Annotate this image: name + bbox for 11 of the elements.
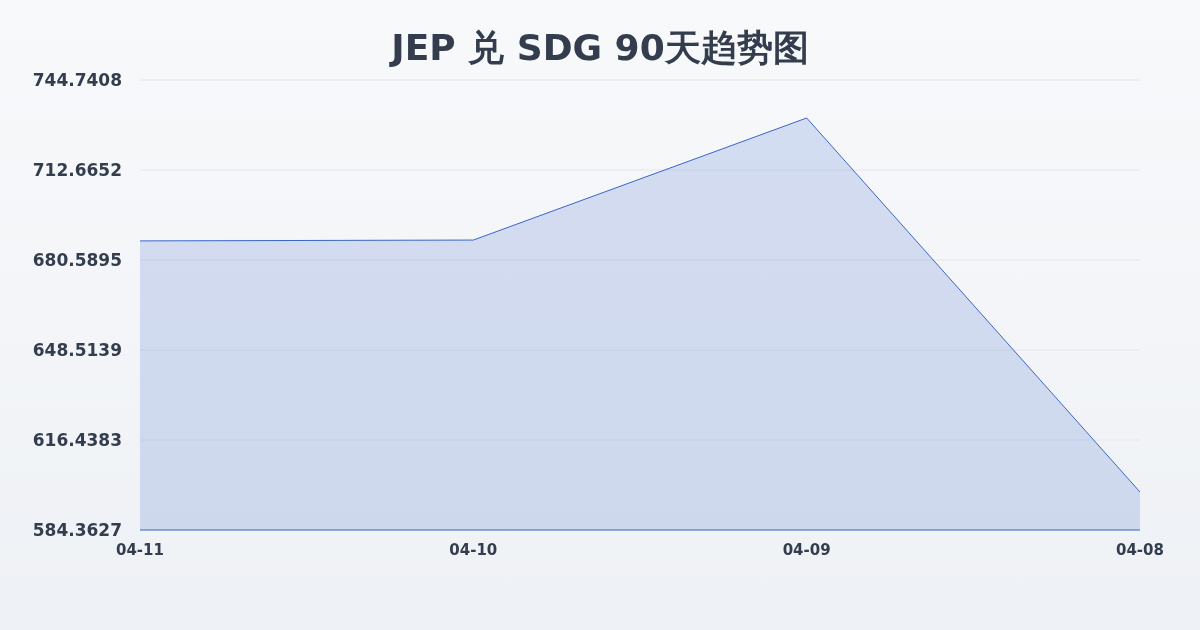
y-tick-label: 648.5139 xyxy=(32,339,122,360)
y-tick-label: 680.5895 xyxy=(32,249,122,270)
chart-title: JEP 兑 SDG 90天趋势图 xyxy=(388,27,809,68)
x-tick-label: 04-09 xyxy=(782,541,831,560)
x-tick-label: 04-08 xyxy=(1116,541,1164,560)
y-tick-label: 712.6652 xyxy=(32,159,122,180)
y-tick-label: 744.7408 xyxy=(32,69,122,90)
x-tick-label: 04-10 xyxy=(449,541,498,560)
x-tick-label: 04-11 xyxy=(116,541,164,560)
y-tick-label: 616.4383 xyxy=(32,429,122,450)
y-tick-label: 584.3627 xyxy=(32,519,122,540)
